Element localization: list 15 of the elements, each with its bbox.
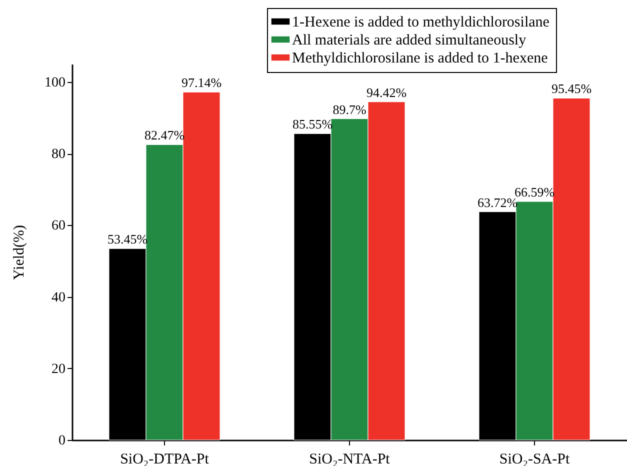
legend-label: Methyldichlorosilane is added to 1-hexene	[292, 50, 548, 66]
y-tick-label: 20	[52, 362, 66, 377]
data-label: 89.7%	[332, 102, 366, 117]
y-tick-label: 100	[44, 75, 66, 90]
y-tick-label: 0	[58, 434, 66, 448]
y-tick-label: 80	[52, 147, 66, 162]
data-label: 94.42%	[366, 84, 407, 100]
data-label: 63.72%	[477, 194, 518, 210]
data-label: 97.14%	[181, 75, 222, 90]
y-tick-label: 60	[52, 218, 66, 234]
legend-label: All materials are added simultaneously	[292, 32, 527, 48]
y-tick-label: 40	[52, 290, 66, 306]
legend-label: 1-Hexene is added to methyldichlorosilane	[292, 14, 550, 30]
data-label: 95.45%	[551, 81, 592, 96]
y-axis-title: Yield(%)	[12, 225, 28, 280]
